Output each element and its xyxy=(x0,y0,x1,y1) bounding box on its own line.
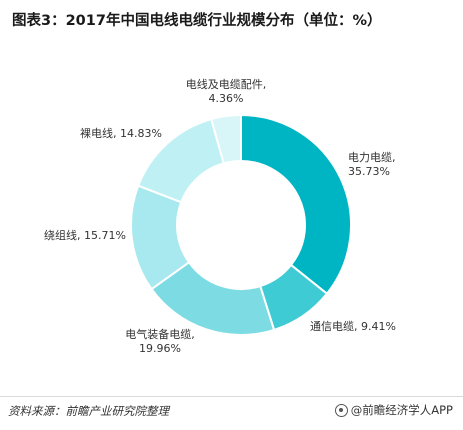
slice-label-name: 电气装备电缆, xyxy=(125,327,195,341)
brand-text: @前瞻经济学人APP xyxy=(350,403,453,417)
slice-label-value: 35.73% xyxy=(348,165,390,178)
slice-label: 电力电缆, 35.73% xyxy=(348,151,396,178)
slice-label: 电气装备电缆, 19.96% xyxy=(125,327,195,355)
slice-label-value: 19.96% xyxy=(139,342,181,355)
slice-label: 绕组线, 15.71% xyxy=(44,228,126,242)
brand-credit: @前瞻经济学人APP xyxy=(334,402,453,418)
slice-label: 裸电线, 14.83% xyxy=(80,126,162,140)
slice-label-value: 4.36% xyxy=(209,92,244,105)
donut-slice xyxy=(240,113,352,296)
footer-divider xyxy=(0,396,463,397)
slice-label: 电线及电缆配件, 4.36% xyxy=(186,77,267,105)
slice-label-name: 电线及电缆配件, xyxy=(186,77,267,91)
slice-label: 通信电缆, 9.41% xyxy=(310,320,396,333)
donut-slice xyxy=(210,113,242,165)
chart-title: 图表3：2017年中国电线电缆行业规模分布（单位：%） xyxy=(12,13,382,29)
source-note: 资料来源：前瞻产业研究院整理 xyxy=(8,404,169,418)
slice-label-name: 电力电缆, xyxy=(348,151,396,164)
brand-logo-icon xyxy=(334,403,348,417)
